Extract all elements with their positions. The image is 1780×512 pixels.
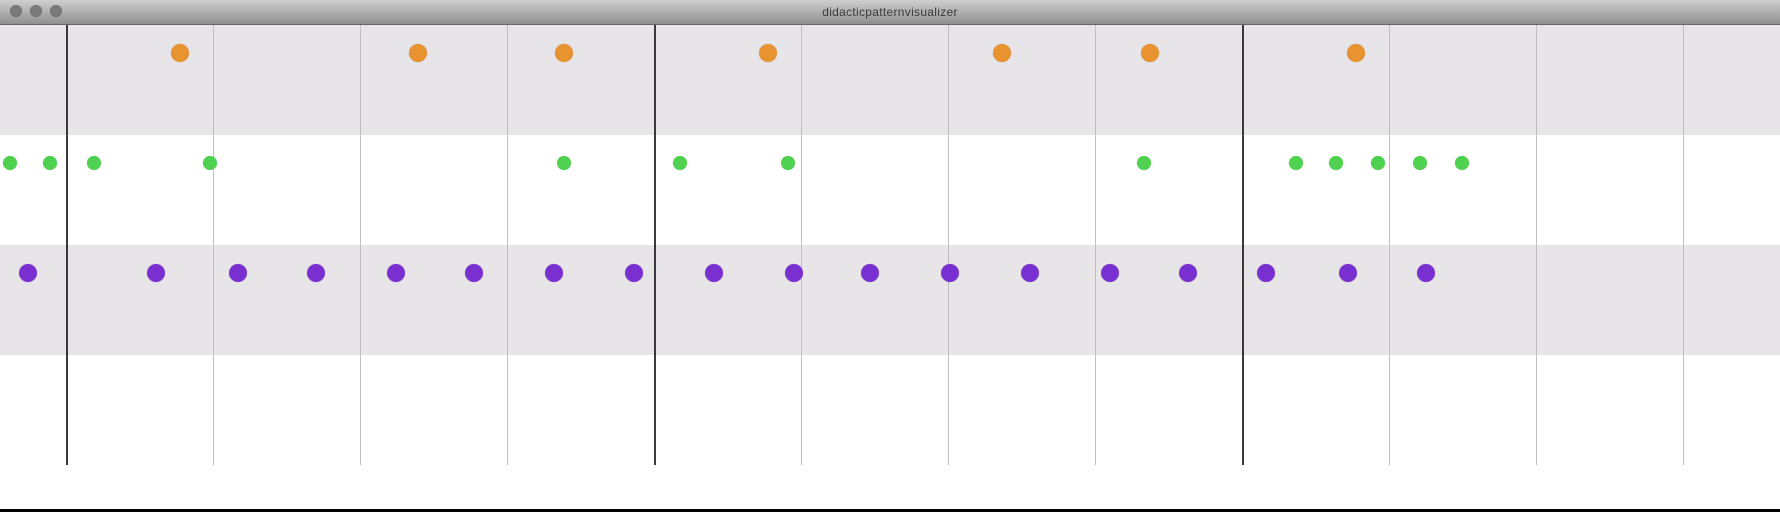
event-dot-purple <box>1101 264 1119 282</box>
gridline-minor <box>507 25 508 465</box>
event-dot-purple <box>307 264 325 282</box>
event-dot-green <box>87 156 101 170</box>
event-dot-purple <box>147 264 165 282</box>
close-icon[interactable] <box>10 5 22 17</box>
gridline-minor <box>213 25 214 465</box>
gridline-minor <box>801 25 802 465</box>
event-dot-green <box>781 156 795 170</box>
event-dot-green <box>1329 156 1343 170</box>
event-dot-green <box>1413 156 1427 170</box>
event-dot-green <box>203 156 217 170</box>
event-dot-purple <box>1257 264 1275 282</box>
event-dot-purple <box>229 264 247 282</box>
event-dot-purple <box>785 264 803 282</box>
timeline-lane <box>0 25 1780 135</box>
event-dot-green <box>3 156 17 170</box>
event-dot-purple <box>861 264 879 282</box>
gridline-minor <box>360 25 361 465</box>
event-dot-orange <box>1347 44 1365 62</box>
event-dot-green <box>43 156 57 170</box>
event-dot-orange <box>1141 44 1159 62</box>
event-dot-orange <box>759 44 777 62</box>
event-dot-green <box>557 156 571 170</box>
event-dot-purple <box>1339 264 1357 282</box>
gridline-major <box>1242 25 1244 465</box>
event-dot-orange <box>993 44 1011 62</box>
gridline-minor <box>1095 25 1096 465</box>
gridline-major <box>654 25 656 465</box>
event-dot-orange <box>171 44 189 62</box>
traffic-lights <box>10 5 62 17</box>
event-dot-purple <box>1021 264 1039 282</box>
timeline-lane <box>0 245 1780 355</box>
event-dot-purple <box>705 264 723 282</box>
timeline-lane <box>0 135 1780 245</box>
event-dot-green <box>1289 156 1303 170</box>
event-dot-orange <box>555 44 573 62</box>
gridline-minor <box>1536 25 1537 465</box>
timeline-lane <box>0 355 1780 465</box>
gridline-minor <box>948 25 949 465</box>
event-dot-purple <box>1179 264 1197 282</box>
event-dot-green <box>1137 156 1151 170</box>
app-window: didacticpatternvisualizer <box>0 0 1780 512</box>
gridline-minor <box>1389 25 1390 465</box>
gridline-minor <box>1683 25 1684 465</box>
event-dot-green <box>673 156 687 170</box>
gridline-major <box>66 25 68 465</box>
event-dot-green <box>1371 156 1385 170</box>
window-title: didacticpatternvisualizer <box>822 5 958 19</box>
event-dot-purple <box>545 264 563 282</box>
zoom-icon[interactable] <box>50 5 62 17</box>
event-dot-purple <box>941 264 959 282</box>
minimize-icon[interactable] <box>30 5 42 17</box>
event-dot-purple <box>387 264 405 282</box>
event-dot-purple <box>19 264 37 282</box>
event-dot-green <box>1455 156 1469 170</box>
event-dot-purple <box>465 264 483 282</box>
event-dot-purple <box>1417 264 1435 282</box>
window-titlebar[interactable]: didacticpatternvisualizer <box>0 0 1780 25</box>
pattern-canvas <box>0 25 1780 512</box>
event-dot-orange <box>409 44 427 62</box>
event-dot-purple <box>625 264 643 282</box>
